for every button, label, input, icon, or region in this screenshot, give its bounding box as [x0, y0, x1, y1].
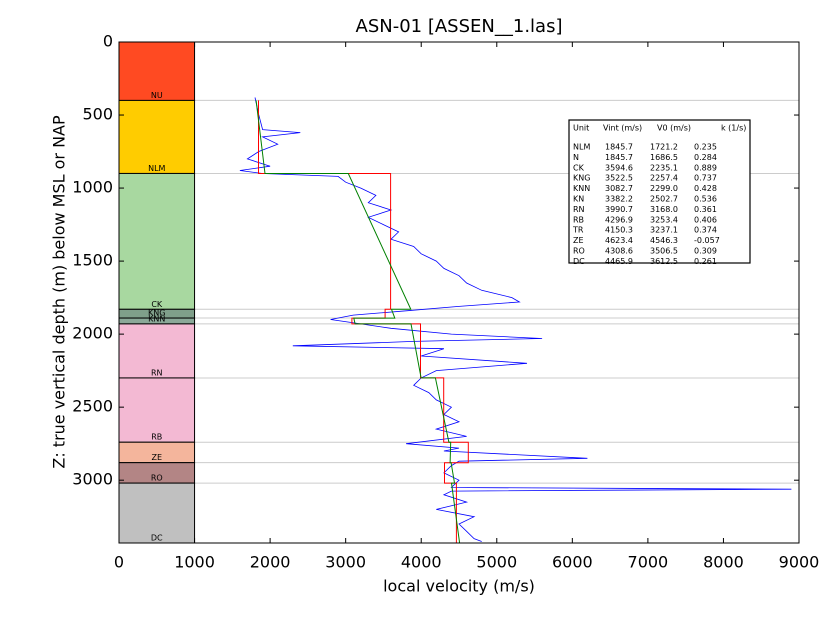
table-cell: 2257.4 — [650, 174, 678, 183]
table-cell: 1845.7 — [605, 153, 633, 162]
table-cell: 3082.7 — [605, 184, 633, 193]
formation — [118, 172, 196, 310]
formation-label: RB — [151, 433, 162, 442]
x-tick-label: 1000 — [174, 553, 215, 572]
table-cell: 0.261 — [694, 257, 717, 266]
table-cell: ZE — [573, 236, 584, 245]
formation-label: NU — [151, 91, 163, 100]
formation-label: ZE — [152, 453, 163, 462]
table-cell: RN — [573, 205, 585, 214]
table-header: Unit — [573, 124, 589, 133]
table-cell: 0.309 — [694, 247, 717, 256]
table-cell: 4465.9 — [605, 257, 633, 266]
table-cell: KN — [573, 195, 584, 204]
table-cell: DC — [573, 257, 585, 266]
table-cell: 3237.1 — [650, 226, 678, 235]
table-cell: NLM — [573, 143, 590, 152]
log-line — [255, 100, 461, 543]
x-tick-label: 2000 — [250, 553, 291, 572]
table-cell: N — [573, 153, 579, 162]
formation — [118, 41, 196, 101]
formation-label: NLM — [148, 164, 165, 173]
log-line — [258, 100, 469, 543]
y-tick-label: 2000 — [72, 324, 113, 343]
formation-label: RN — [151, 368, 163, 377]
plot-frame — [118, 41, 800, 544]
y-tick-label: 0 — [103, 32, 113, 51]
formation-label: KNG — [148, 309, 165, 318]
table-cell: KNG — [573, 174, 590, 183]
x-tick-label: 9000 — [779, 553, 820, 572]
formation-label: CK — [151, 300, 163, 309]
table-cell: 2299.0 — [650, 184, 678, 193]
x-tick-label: 0 — [114, 553, 124, 572]
x-tick-label: 6000 — [552, 553, 593, 572]
x-tick-label: 5000 — [476, 553, 517, 572]
x-tick-label: 8000 — [703, 553, 744, 572]
table-cell: 2502.7 — [650, 195, 678, 204]
table-cell: 0.284 — [694, 153, 717, 162]
series-group — [239, 97, 792, 543]
table-box — [568, 119, 751, 264]
table-cell: 4296.9 — [605, 215, 633, 224]
table-cell: 4623.4 — [605, 236, 633, 245]
table-cell: 0.361 — [694, 205, 717, 214]
table-cell: 0.235 — [694, 143, 717, 152]
y-tick-label: 2500 — [72, 397, 113, 416]
table-cell: 4308.6 — [605, 247, 633, 256]
formation — [118, 99, 196, 174]
table-cell: RO — [573, 247, 585, 256]
formation-label: RO — [151, 474, 163, 483]
y-tick-label: 1000 — [72, 178, 113, 197]
table-cell: 3382.2 — [605, 195, 633, 204]
table-cell: 4150.3 — [605, 226, 633, 235]
table-cell: 2235.1 — [650, 163, 678, 172]
table-cell: KNN — [573, 184, 590, 193]
table-cell: 4546.3 — [650, 236, 678, 245]
table-cell: 3594.6 — [605, 163, 633, 172]
table-cell: 3506.5 — [650, 247, 678, 256]
table-cell: 0.889 — [694, 163, 717, 172]
formation-label: DC — [151, 534, 163, 543]
table-header: V0 (m/s) — [657, 124, 691, 133]
table-cell: 3990.7 — [605, 205, 633, 214]
table-cell: 0.374 — [694, 226, 717, 235]
table-cell: 1686.5 — [650, 153, 678, 162]
table-cell: 0.428 — [694, 184, 717, 193]
y-axis-label: Z: true vertical depth (m) below MSL or … — [50, 115, 69, 469]
table-cell: 1845.7 — [605, 143, 633, 152]
table-cell: 3253.4 — [650, 215, 678, 224]
table-cell: 0.737 — [694, 174, 717, 183]
formation — [118, 323, 196, 379]
table-cell: 0.536 — [694, 195, 717, 204]
table-header: k (1/s) — [721, 124, 746, 133]
log-line — [239, 97, 792, 542]
x-axis-label: local velocity (m/s) — [383, 577, 535, 596]
x-tick-label: 7000 — [628, 553, 669, 572]
table-cell: TR — [572, 226, 584, 235]
y-tick-label: 1500 — [72, 251, 113, 270]
table-header: Vint (m/s) — [603, 124, 642, 133]
x-tick-label: 4000 — [401, 553, 442, 572]
y-tick-label: 500 — [82, 105, 113, 124]
table-cell: 3522.5 — [605, 174, 633, 183]
formation — [118, 482, 196, 544]
table-cell: -0.057 — [694, 236, 720, 245]
table-cell: RB — [573, 215, 584, 224]
x-tick-label: 3000 — [325, 553, 366, 572]
table-cell: 3612.5 — [650, 257, 678, 266]
chart-title: ASN-01 [ASSEN__1.las] — [356, 16, 563, 37]
table-cell: 3168.0 — [650, 205, 678, 214]
table-cell: 1721.2 — [650, 143, 678, 152]
table-cell: 0.406 — [694, 215, 717, 224]
table-cell: CK — [573, 163, 585, 172]
y-tick-label: 3000 — [72, 470, 113, 489]
formation-label: KNN — [148, 314, 165, 323]
